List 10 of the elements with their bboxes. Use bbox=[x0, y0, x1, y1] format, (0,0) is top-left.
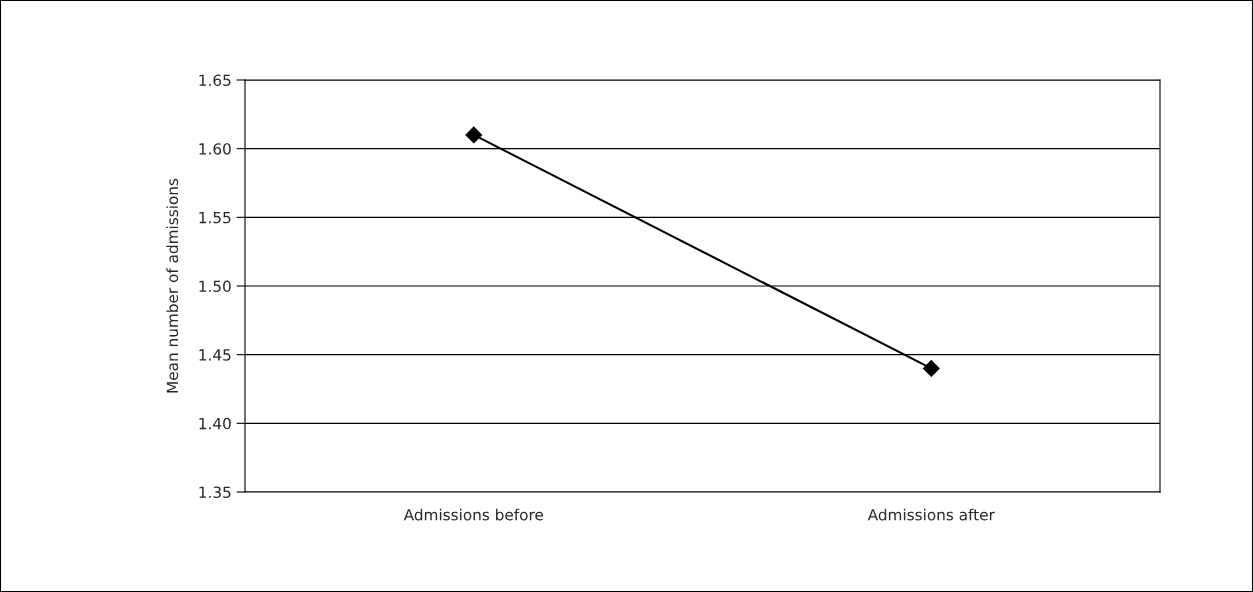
y-tick-label: 1.35 bbox=[199, 486, 231, 499]
y-tick-label: 1.40 bbox=[199, 417, 231, 430]
y-tick-label: 1.50 bbox=[199, 280, 231, 293]
x-tick-label: Admissions after bbox=[867, 508, 995, 521]
y-tick-label: 1.65 bbox=[199, 74, 231, 87]
y-tick-label: 1.55 bbox=[199, 212, 231, 224]
y-tick-label: 1.60 bbox=[199, 143, 231, 155]
x-tick-label: Admissions before bbox=[403, 508, 544, 521]
y-tick-label: 1.45 bbox=[199, 349, 231, 361]
y-axis-title: Mean number of admissions bbox=[166, 178, 179, 393]
